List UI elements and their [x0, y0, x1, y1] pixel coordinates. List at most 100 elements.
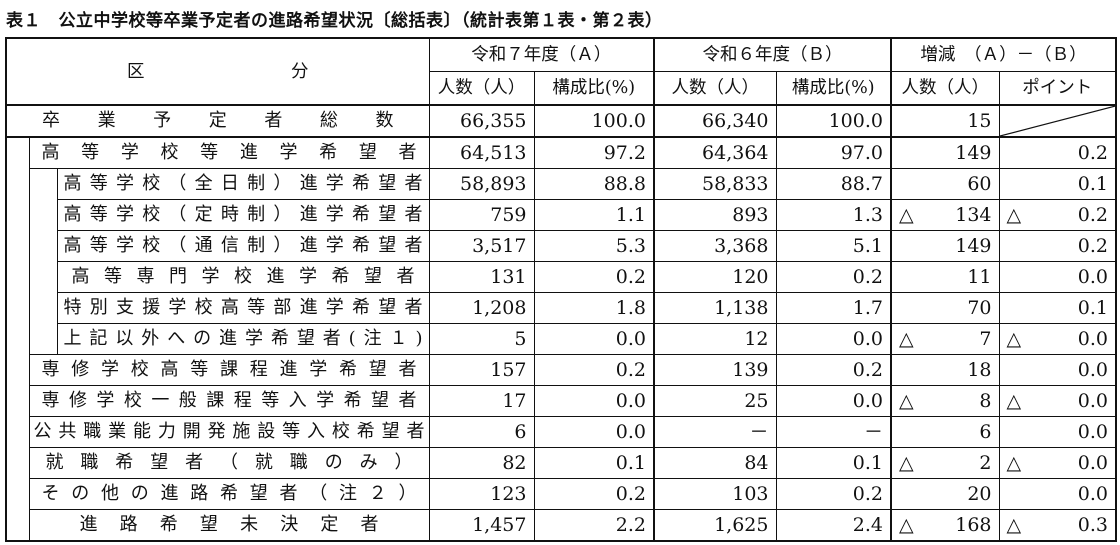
cell-a-ratio: 0.0 [533, 323, 655, 355]
cell-b-ratio: 0.1 [775, 447, 892, 479]
cell-d-count: 70 [890, 292, 1000, 324]
table-row: 高等学校（通信制）進学希望者 3,517 5.3 3,368 5.1 149 0.2 [6, 230, 1117, 262]
decrease-triangle-icon: △ [899, 204, 914, 226]
cell-d-point: △ 0.0 [998, 323, 1117, 355]
row-label: 高等専門学校進学希望者 [56, 261, 430, 293]
cell-d-count: △ 8 [890, 385, 1000, 417]
cell-d-point: 0.0 [998, 416, 1117, 448]
cell-b-count: 25 [653, 385, 777, 417]
decrease-triangle-icon: △ [899, 328, 914, 350]
cell-d-count: △ 134 [890, 199, 1000, 231]
decrease-triangle-icon: △ [1006, 204, 1022, 226]
row-label: 高等学校（通信制）進学希望者 [56, 230, 430, 262]
header-b-ratio: 構成比(%) [775, 71, 892, 106]
header-a-ratio: 構成比(%) [533, 71, 655, 106]
cell-d-count: 11 [890, 261, 1000, 293]
decrease-triangle-icon: △ [899, 452, 914, 474]
row-label: 専修学校高等課程進学希望者 [28, 354, 430, 386]
cell-d-count: △ 168 [890, 509, 1000, 542]
indent-spacer [28, 168, 58, 355]
cell-value: 7 [979, 328, 992, 350]
cell-b-ratio: 100.0 [775, 104, 892, 138]
cell-b-count: 12 [653, 323, 777, 355]
header-difference: 増減 （Ａ）－（Ｂ） [890, 37, 1117, 72]
cell-b-ratio: 0.2 [775, 354, 892, 386]
cell-a-count: 131 [428, 261, 535, 293]
cell-b-count: 84 [653, 447, 777, 479]
cell-a-count: 5 [428, 323, 535, 355]
cell-b-count: 58,833 [653, 168, 777, 200]
cell-d-point: △ 0.3 [998, 509, 1117, 542]
table-row: 就職希望者（就職のみ） 82 0.1 84 0.1 △ 2 △ 0.0 [6, 447, 1117, 479]
cell-a-count: 6 [428, 416, 535, 448]
row-label: 高等学校等進学希望者 [28, 136, 430, 169]
decrease-triangle-icon: △ [1006, 514, 1022, 536]
cell-value: 0.0 [1077, 452, 1108, 474]
cell-a-count: 58,893 [428, 168, 535, 200]
cell-b-ratio: － [775, 416, 892, 448]
cell-d-count: 149 [890, 230, 1000, 262]
cell-d-count: 15 [890, 104, 1000, 138]
row-label: 就職希望者（就職のみ） [28, 447, 430, 479]
cell-a-count: 157 [428, 354, 535, 386]
table-row: 高等専門学校進学希望者 131 0.2 120 0.2 11 0.0 [6, 261, 1117, 293]
cell-value: 168 [955, 514, 992, 536]
decrease-triangle-icon: △ [899, 390, 914, 412]
header-a-count: 人数（人） [428, 71, 535, 106]
cell-value: 134 [955, 204, 992, 226]
row-label: 専修学校一般課程等入学希望者 [28, 385, 430, 417]
table-row: 進路希望未決定者 1,457 2.2 1,625 2.4 △ 168 △ 0.3 [6, 509, 1117, 542]
row-label: 特別支援学校高等部進学希望者 [56, 292, 430, 324]
cell-a-ratio: 0.2 [533, 261, 655, 293]
cell-d-count: 60 [890, 168, 1000, 200]
diagonal-line [1000, 106, 1116, 136]
indent-spacer [5, 136, 30, 542]
cell-d-point: 0.1 [998, 168, 1117, 200]
cell-b-count: 64,364 [653, 136, 777, 169]
cell-b-count: 3,368 [653, 230, 777, 262]
header-diff-count: 人数（人） [890, 71, 1000, 106]
cell-a-ratio: 100.0 [533, 104, 655, 138]
cell-d-point: △ 0.2 [998, 199, 1117, 231]
cell-d-point: 0.0 [998, 354, 1117, 386]
cell-a-count: 123 [428, 478, 535, 510]
cell-d-point: 0.1 [998, 292, 1117, 324]
cell-b-count: 103 [653, 478, 777, 510]
cell-d-count: 149 [890, 136, 1000, 169]
cell-b-count: 66,340 [653, 104, 777, 138]
cell-b-ratio: 5.1 [775, 230, 892, 262]
cell-b-count: － [653, 416, 777, 448]
table-row: 上記以外への進学希望者(注１) 5 0.0 12 0.0 △ 7 △ 0.0 [6, 323, 1117, 355]
cell-b-ratio: 0.0 [775, 385, 892, 417]
career-plan-summary-table: 区 分 令和７年度（Ａ） 令和６年度（Ｂ） 増減 （Ａ）－（Ｂ） 人数（人） 構… [5, 37, 1117, 542]
cell-d-point: △ 0.0 [998, 385, 1117, 417]
cell-a-count: 1,208 [428, 292, 535, 324]
row-label: 卒業予定者総数 [5, 104, 430, 138]
cell-value: 0.3 [1077, 514, 1108, 536]
cell-a-count: 64,513 [428, 136, 535, 169]
cell-b-count: 893 [653, 199, 777, 231]
cell-b-count: 1,138 [653, 292, 777, 324]
cell-b-ratio: 1.3 [775, 199, 892, 231]
cell-b-count: 1,625 [653, 509, 777, 542]
cell-a-ratio: 1.1 [533, 199, 655, 231]
cell-b-ratio: 0.2 [775, 261, 892, 293]
cell-a-ratio: 88.8 [533, 168, 655, 200]
header-reiwa6: 令和６年度（Ｂ） [653, 37, 892, 72]
row-label: 上記以外への進学希望者(注１) [56, 323, 430, 355]
cell-d-count: 6 [890, 416, 1000, 448]
decrease-triangle-icon: △ [1006, 452, 1022, 474]
cell-d-point-empty [998, 104, 1117, 138]
table-row: その他の進路希望者（注２） 123 0.2 103 0.2 20 0.0 [6, 478, 1117, 510]
cell-a-ratio: 2.2 [533, 509, 655, 542]
table-row: 高等学校（定時制）進学希望者 759 1.1 893 1.3 △ 134 △ 0.2 [6, 199, 1117, 231]
cell-a-count: 17 [428, 385, 535, 417]
table-row: 高等学校等進学希望者 64,513 97.2 64,364 97.0 149 0.2 [5, 136, 1117, 542]
row-label: 進路希望未決定者 [28, 509, 430, 542]
cell-d-count: 20 [890, 478, 1000, 510]
header-category: 区 分 [5, 37, 430, 106]
table-row: 卒業予定者総数 66,355 100.0 66,340 100.0 15 [5, 104, 1117, 138]
cell-a-ratio: 0.1 [533, 447, 655, 479]
cell-b-count: 139 [653, 354, 777, 386]
row-label: 高等学校（定時制）進学希望者 [56, 199, 430, 231]
